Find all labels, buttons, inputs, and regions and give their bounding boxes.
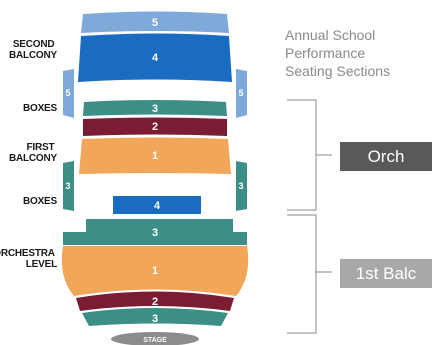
section-4-label: 4 [152,52,159,64]
first-balcony: 3 2 1 [79,100,231,174]
stage-shape [111,332,199,345]
section-3-orchestra-bottom[interactable] [82,308,228,326]
tag-upper-label: Orch [368,147,405,166]
tag-upper[interactable]: Orch [340,142,432,171]
section-5-label: 5 [152,17,158,29]
level-label-boxes-upper: BOXES [23,103,58,114]
second-balcony: 5 4 [78,11,232,83]
box-left-lower-label: 3 [65,181,70,191]
bracket-upper [287,99,332,211]
section-2-fb-label: 2 [152,121,158,133]
section-5-second-balcony[interactable] [81,11,229,34]
section-3-orch-bottom-label: 3 [152,313,158,325]
section-1-first-balcony[interactable] [79,137,231,175]
orchestra: 4 3 1 2 3 [61,196,249,326]
section-1-orchestra[interactable] [61,246,249,296]
tag-lower[interactable]: 1st Balc [340,259,432,288]
section-1-fb-label: 1 [152,150,158,162]
section-3-orch-top-label: 3 [152,227,158,239]
bracket-lower [287,214,332,334]
section-4-orch-label: 4 [154,200,161,212]
stage-label: STAGE [143,337,167,344]
lower-boxes: 3 3 [63,161,247,211]
section-3-fb-label: 3 [152,103,158,115]
box-right-upper-label: 5 [238,88,243,98]
level-label-orchestra: ORCHESTRA LEVEL [0,248,57,270]
level-label-second-balcony: SECOND BALCONY [9,39,58,61]
section-2-orchestra[interactable] [76,291,234,312]
tag-lower-label: 1st Balc [356,264,417,283]
brackets [287,99,332,334]
upper-boxes: 5 5 [63,69,247,118]
section-4-second-balcony[interactable] [78,33,232,83]
box-right-upper[interactable] [236,69,247,118]
level-label-first-balcony: FIRST BALCONY [9,142,58,164]
box-left-lower[interactable] [63,161,74,211]
section-2-first-balcony[interactable] [83,117,227,137]
section-4-orchestra[interactable] [113,196,201,214]
tag-lower-box [340,259,432,288]
section-1-orch-label: 1 [152,265,158,277]
section-3-orchestra-top[interactable] [63,219,247,245]
box-right-lower-label: 3 [238,181,243,191]
section-2-orch-label: 2 [152,296,158,308]
stage: STAGE [111,332,199,345]
box-right-lower[interactable] [236,161,247,211]
tag-upper-box [340,142,432,171]
section-3-first-balcony[interactable] [83,100,227,116]
level-labels: SECOND BALCONY BOXES FIRST BALCONY BOXES… [0,39,58,270]
side-title: Annual School Performance Seating Sectio… [285,27,390,79]
level-label-boxes-lower: BOXES [23,196,58,207]
box-left-upper-label: 5 [65,88,70,98]
box-left-upper[interactable] [63,69,74,118]
